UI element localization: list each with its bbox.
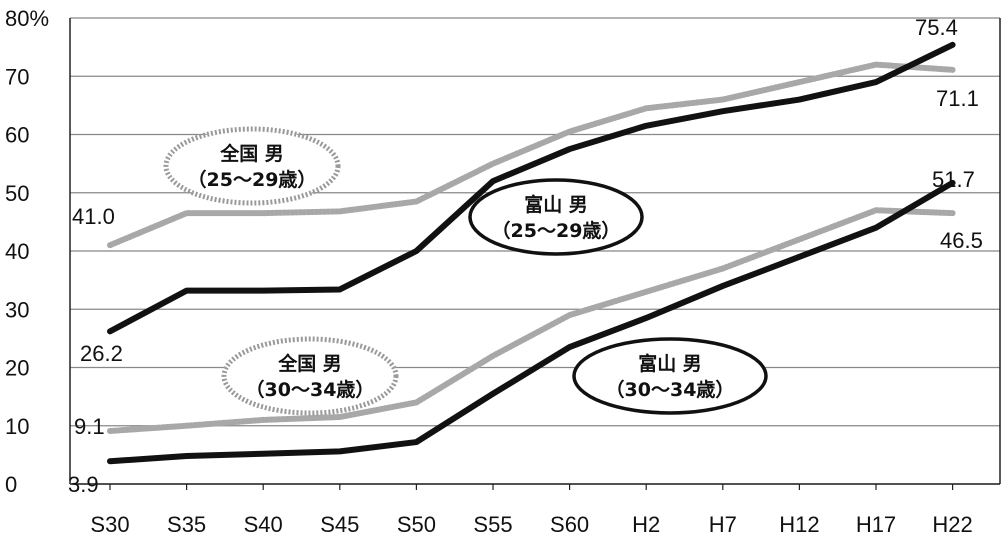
bubble-ellipse (468, 178, 644, 256)
y-tick-label: 70 (5, 64, 29, 89)
y-tick-label: 10 (5, 414, 29, 439)
series-name: 富山 男 (638, 352, 702, 375)
x-tick-label: H12 (779, 512, 819, 537)
x-axis-tick-labels: S30 S35 S40 S45 S50 S55 S60 H2 H7 H12 H17 H22 (90, 484, 973, 537)
x-tick-label: S45 (320, 512, 359, 537)
y-axis-tick-labels: 0 10 20 30 40 50 60 70 80% (5, 6, 49, 497)
x-tick-label: H2 (632, 512, 660, 537)
y-tick-label: 50 (5, 181, 29, 206)
series-name-bubble: 富山 男 （25～29歳） (468, 178, 644, 256)
series-name-bubble: 富山 男 （30～34歳） (572, 337, 768, 415)
series-name-age: （30～34歳） (246, 378, 375, 401)
series-name-age: （30～34歳） (606, 378, 735, 401)
data-label: 46.5 (940, 228, 983, 253)
x-tick-label: H17 (856, 512, 896, 537)
series-name: 全国 男 (277, 352, 342, 375)
y-tick-label: 80% (5, 6, 49, 31)
data-label: 41.0 (72, 204, 115, 229)
y-tick-label: 40 (5, 239, 29, 264)
bubble-ellipse (572, 337, 768, 415)
bubble-ellipse (221, 336, 399, 416)
y-tick-label: 30 (5, 297, 29, 322)
data-label: 75.4 (915, 15, 958, 40)
series-line (107, 61, 956, 249)
data-label: 71.1 (936, 86, 979, 111)
x-tick-label: S60 (550, 512, 589, 537)
series-name: 全国 男 (219, 142, 284, 165)
y-tick-label: 0 (5, 472, 17, 497)
series-line (107, 179, 956, 465)
data-label: 9.1 (74, 414, 105, 439)
data-label: 51.7 (932, 167, 975, 192)
x-tick-label: H7 (709, 512, 737, 537)
x-tick-label: S50 (397, 512, 436, 537)
y-tick-label: 20 (5, 356, 29, 381)
series-line (107, 207, 956, 434)
x-tick-label: S40 (244, 512, 283, 537)
x-tick-label: S30 (90, 512, 129, 537)
data-label: 26.2 (80, 341, 123, 366)
x-tick-label: S35 (167, 512, 206, 537)
x-tick-label: S55 (473, 512, 512, 537)
x-tick-label: H22 (932, 512, 972, 537)
series-name-age: （25～29歳） (188, 168, 317, 191)
legend-bubbles: 全国 男（25～29歳）富山 男（25～29歳）全国 男（30～34歳）富山 男… (163, 126, 768, 416)
series-name-age: （25～29歳） (492, 219, 621, 242)
series-name-bubble: 全国 男 （30～34歳） (221, 336, 399, 416)
series-name-bubble: 全国 男 （25～29歳） (163, 126, 341, 206)
series-layer (107, 41, 956, 465)
data-label: 3.9 (68, 472, 99, 497)
data-label-layer: 41.0 71.1 26.2 75.4 9.1 46.5 3.9 51.7 (68, 15, 983, 497)
y-tick-label: 60 (5, 123, 29, 148)
bubble-ellipse (163, 126, 341, 206)
series-line (107, 41, 956, 335)
series-name: 富山 男 (524, 193, 588, 216)
